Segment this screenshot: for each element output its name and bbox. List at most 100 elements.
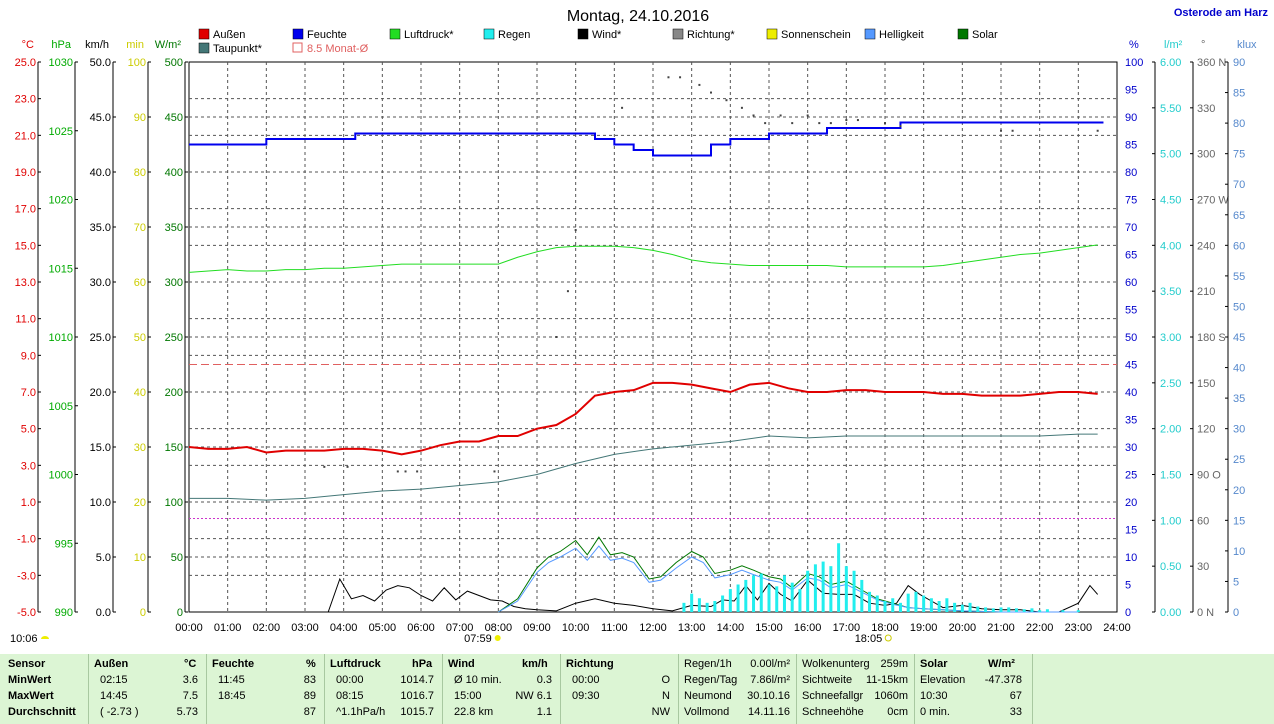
weather-chart: Montag, 24.10.2016 Osterode am Harz Auße… [10, 7, 1268, 645]
y-tick-klux: 60 [1233, 240, 1245, 252]
y-axis-unit-min: min [126, 39, 144, 51]
stats-rain-value: 0.00l/m² [750, 658, 790, 670]
stats-cloud-value: 259m [880, 658, 908, 670]
y-tick-hum: 25 [1125, 470, 1137, 482]
y-tick-min: 10 [134, 552, 146, 564]
rain-bar [1030, 608, 1034, 612]
stats-header-richtung: Richtung [566, 658, 614, 670]
y-tick-klux: 5 [1233, 576, 1239, 588]
y-tick-klux: 35 [1233, 393, 1245, 405]
direction-point [1011, 129, 1014, 132]
x-axis: 00:00 01:00 02:00 03:00 04:00 05:00 06:00 07:00… [10, 622, 1131, 645]
x-tick: 03:00 [291, 622, 319, 634]
y-tick-min: 30 [134, 442, 146, 454]
y-tick-wind: 30.0 [90, 277, 111, 289]
y-tick-hum: 75 [1125, 195, 1137, 207]
rain-bar [1038, 610, 1042, 612]
legend-swatch [292, 28, 304, 40]
rain-bar [752, 575, 756, 612]
legend-label: Feuchte [307, 29, 347, 41]
y-tick-hum: 40 [1125, 387, 1137, 399]
rain-bar [991, 608, 995, 612]
legend-swatch-monthly-avg [292, 42, 303, 53]
x-tick: 04:00 [330, 622, 358, 634]
stats-header-wind: Wind [448, 658, 475, 670]
y-tick-rain: 3.50 [1160, 286, 1181, 298]
rain-bar [821, 561, 825, 612]
stats-wind-value: 0.3 [536, 674, 552, 686]
y-tick-rain: 1.50 [1160, 470, 1181, 482]
y-tick-hum: 65 [1125, 250, 1137, 262]
legend-swatch [766, 28, 778, 40]
stats-richtung-time: 00:00 [572, 674, 600, 686]
rain-bar [806, 570, 810, 612]
y-tick-wind: 35.0 [90, 222, 111, 234]
legend-swatch [672, 28, 684, 40]
stats-cloud-value: 0cm [887, 706, 908, 718]
rain-bar [728, 589, 732, 612]
stats-richtung-value: NW [651, 706, 670, 718]
stats-panel: Sensor Außen °C Feuchte % Luftdruck hPa … [0, 654, 1274, 724]
stats-richtung-value: O [661, 674, 670, 686]
y-tick-klux: 45 [1233, 332, 1245, 344]
direction-point [710, 91, 712, 94]
y-tick-solar: 0 [177, 607, 183, 619]
stats-aussen-value: 3.6 [182, 674, 198, 686]
stats-header-feuchte: Feuchte [212, 658, 255, 670]
direction-point [740, 106, 743, 109]
y-tick-hum: 10 [1125, 552, 1137, 564]
y-tick-temp: -3.0 [17, 570, 36, 582]
stats-solar-title: Solar [920, 658, 948, 670]
x-tick: 17:00 [833, 622, 861, 634]
rain-bar [1045, 609, 1049, 612]
rain-bar [759, 573, 763, 612]
y-tick-dir: 300 [1197, 149, 1215, 161]
stats-solar-value: 33 [1009, 706, 1022, 718]
stats-luftdruck-time: ^1.1hPa/h [336, 706, 386, 718]
x-tick: 13:00 [678, 622, 706, 634]
rain-bar [790, 582, 794, 612]
y-tick-press: 1025 [49, 126, 73, 138]
y-tick-rain: 1.00 [1160, 515, 1181, 527]
direction-point [845, 119, 848, 122]
direction-point [416, 470, 419, 473]
rain-bar [844, 566, 848, 612]
rain-bar [1014, 608, 1018, 612]
y-tick-klux: 50 [1233, 301, 1245, 313]
x-tick: 09:00 [523, 622, 551, 634]
stats-wind-value: NW 6.1 [515, 690, 552, 702]
rain-bar [697, 598, 701, 612]
stats-row-label: MinWert [8, 674, 52, 686]
y-tick-klux: 20 [1233, 485, 1245, 497]
rain-bar [744, 579, 748, 612]
legend-label: Richtung* [687, 29, 735, 41]
rain-bar [837, 543, 841, 612]
y-tick-wind: 10.0 [90, 497, 111, 509]
y-tick-dir: 60 [1197, 515, 1209, 527]
stats-solar-unit: W/m² [988, 658, 1015, 670]
stats-rain-value: 14.11.16 [747, 706, 790, 718]
y-tick-solar: 350 [165, 222, 183, 234]
direction-point [899, 125, 902, 128]
legend-label: Wind* [592, 29, 622, 41]
y-tick-temp: -1.0 [17, 534, 36, 546]
y-tick-temp: 9.0 [21, 350, 36, 362]
y-tick-rain: 3.00 [1160, 332, 1181, 344]
y-tick-dir: 210 [1197, 286, 1215, 298]
y-tick-rain: 0.50 [1160, 561, 1181, 573]
direction-point [667, 76, 670, 79]
stats-header-wind-unit: km/h [522, 658, 548, 670]
stats-rain-key: Vollmond [684, 706, 730, 718]
y-tick-dir: 90 O [1197, 470, 1221, 482]
y-tick-rain: 0.00 [1160, 607, 1181, 619]
rain-bar [813, 564, 817, 612]
stats-rain-value: 30.10.16 [747, 690, 790, 702]
y-tick-solar: 500 [165, 57, 183, 69]
stats-wind-time: 15:00 [454, 690, 482, 702]
y-tick-wind: 40.0 [90, 167, 111, 179]
stats-solar-key: 10:30 [920, 690, 948, 702]
legend-swatch [577, 28, 589, 40]
rain-bar [767, 584, 771, 612]
stats-wind-value: 1.1 [536, 706, 552, 718]
y-tick-rain: 2.00 [1160, 424, 1181, 436]
